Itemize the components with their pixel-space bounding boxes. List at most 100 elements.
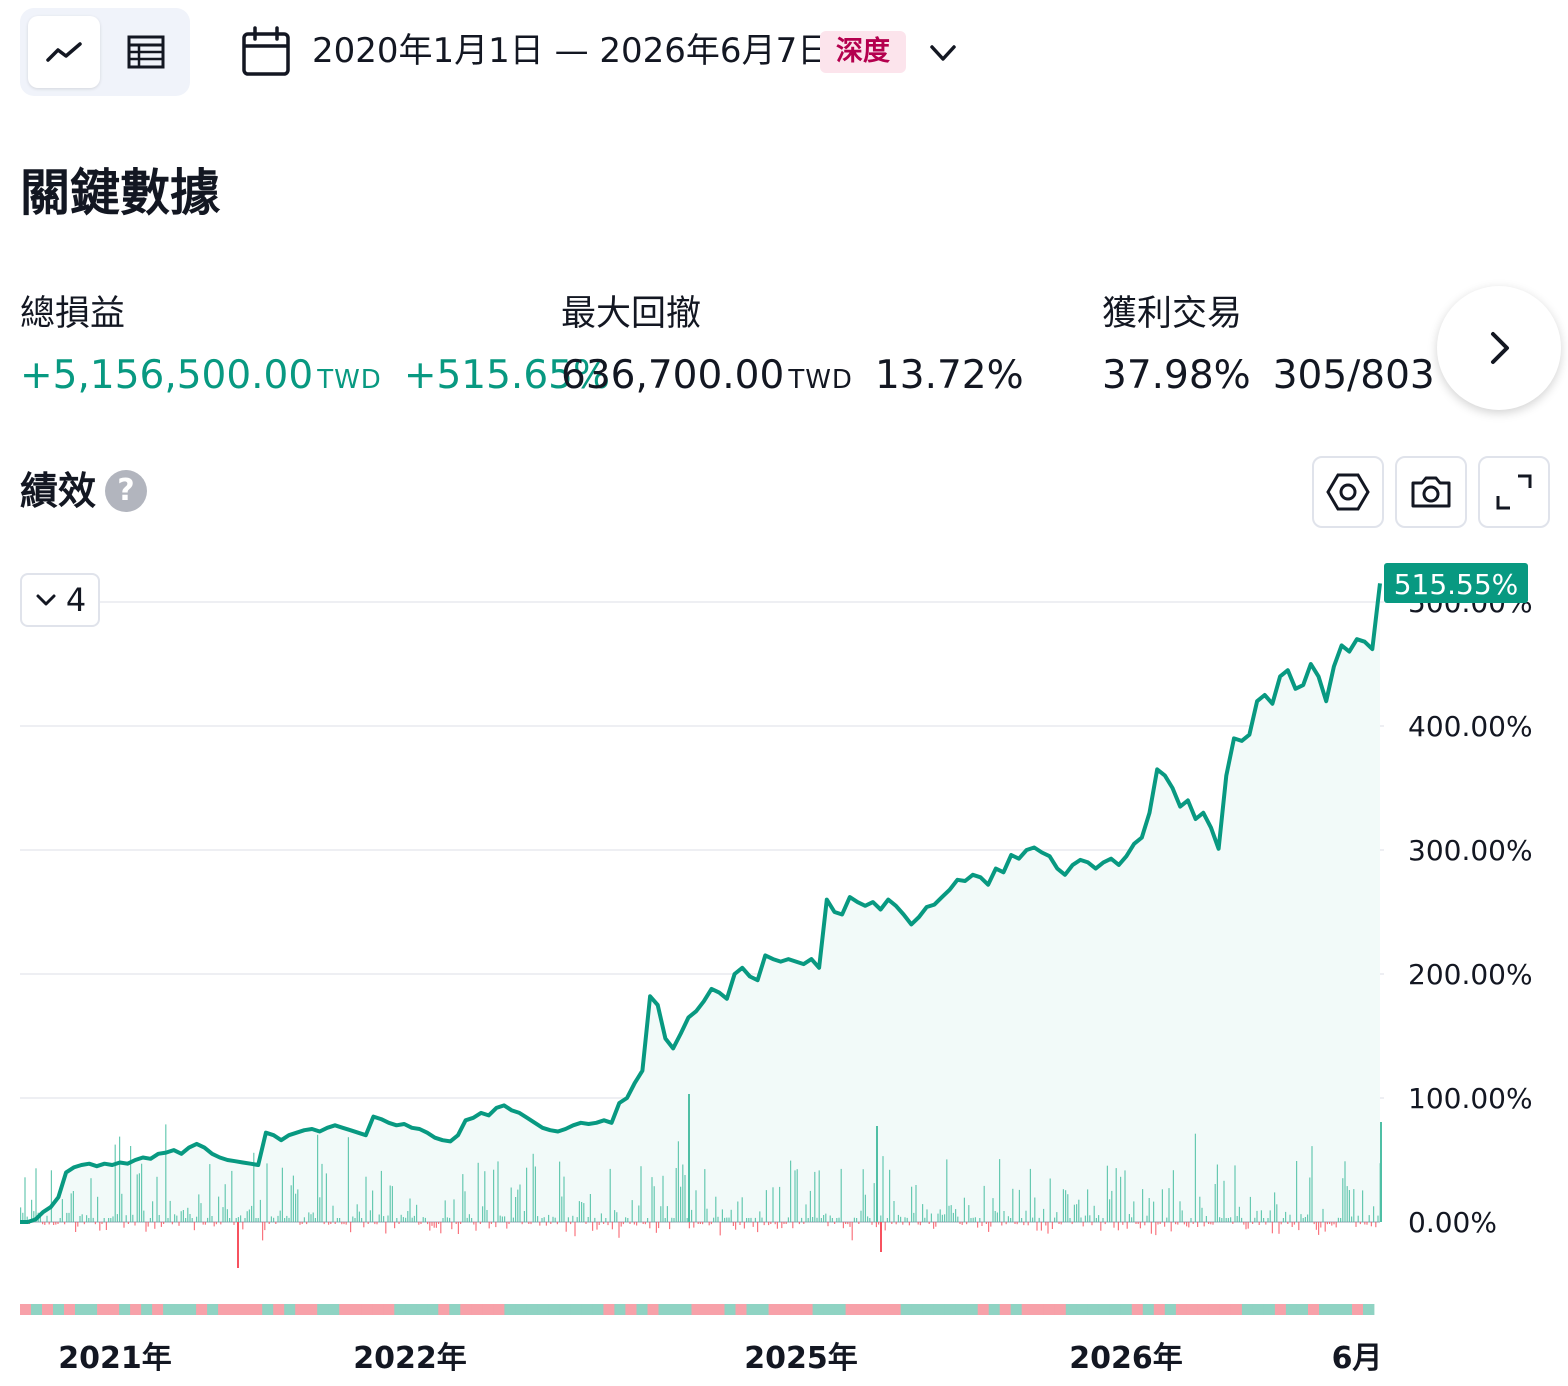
winning-segment <box>1120 1304 1133 1315</box>
loss-bar <box>488 1222 490 1229</box>
gain-bar <box>290 1185 292 1222</box>
gain-bar <box>1340 1218 1342 1222</box>
losing-segment <box>471 1304 483 1315</box>
gain-bar <box>1205 1216 1207 1222</box>
loss-bar <box>917 1222 919 1225</box>
gain-bar <box>600 1213 602 1222</box>
calendar-icon[interactable] <box>240 26 292 78</box>
gain-bar <box>295 1193 297 1222</box>
winning-segment <box>405 1304 417 1315</box>
loss-bar <box>1144 1222 1146 1226</box>
gain-bar <box>1344 1161 1346 1222</box>
gain-bar <box>1029 1168 1031 1222</box>
gain-bar <box>682 1164 684 1222</box>
losing-segment <box>1043 1304 1056 1315</box>
gain-bar <box>876 1126 878 1222</box>
profitable-trades-ratio: 305/803 <box>1272 353 1435 398</box>
gain-bar <box>1238 1206 1240 1222</box>
date-range[interactable]: 2020年1月1日 — 2026年6月7日 <box>312 31 832 71</box>
loss-bar <box>42 1222 44 1225</box>
losing-segment <box>647 1304 659 1315</box>
fullscreen-button[interactable] <box>1478 456 1550 528</box>
winning-segment <box>988 1304 1001 1315</box>
gain-bar <box>352 1216 354 1222</box>
gain-bar <box>948 1205 950 1222</box>
table-view-button[interactable] <box>110 16 182 88</box>
winning-segment <box>658 1304 670 1315</box>
chart-view-button[interactable] <box>28 16 100 88</box>
losing-segment <box>20 1304 32 1315</box>
losing-segment <box>790 1304 802 1315</box>
losing-segment <box>130 1304 142 1315</box>
winning-segment <box>504 1304 516 1315</box>
loss-bar <box>585 1222 587 1224</box>
gain-bar <box>383 1216 385 1222</box>
gain-bar <box>880 1215 882 1222</box>
loss-bar <box>783 1222 785 1224</box>
gain-bar <box>662 1175 664 1222</box>
screenshot-button[interactable] <box>1395 456 1467 528</box>
gain-bar <box>759 1211 761 1222</box>
gain-bar <box>983 1185 985 1222</box>
winning-segment <box>757 1304 769 1315</box>
loss-bar <box>768 1222 770 1226</box>
gain-bar <box>814 1171 816 1222</box>
gain-bar <box>1201 1207 1203 1222</box>
gain-bar <box>180 1211 182 1222</box>
loss-bar <box>473 1222 475 1225</box>
gain-bar <box>1241 1217 1243 1222</box>
losing-segment <box>1186 1304 1199 1315</box>
gain-bar <box>411 1217 413 1222</box>
loss-bar <box>895 1222 897 1225</box>
max-drawdown-label: 最大回撤 <box>561 294 702 334</box>
loss-bar <box>385 1222 387 1234</box>
gain-bar <box>391 1186 393 1222</box>
loss-bar <box>363 1222 365 1228</box>
loss-bar <box>1175 1222 1177 1225</box>
settings-button[interactable] <box>1312 456 1384 528</box>
series-toggle-button[interactable]: 4 <box>20 573 100 627</box>
gain-bar <box>380 1170 382 1222</box>
losing-segment <box>1131 1304 1144 1315</box>
help-icon[interactable]: ? <box>105 470 147 512</box>
losing-segment <box>64 1304 76 1315</box>
gain-bar <box>820 1218 822 1222</box>
gain-bar <box>138 1173 140 1222</box>
gain-bar <box>831 1218 833 1222</box>
chevron-down-icon[interactable] <box>928 38 958 68</box>
gain-bar <box>1357 1215 1359 1222</box>
winning-segment <box>1142 1304 1155 1315</box>
gain-bar <box>424 1217 426 1222</box>
gain-bar <box>1073 1204 1075 1222</box>
winning-segment <box>1087 1304 1100 1315</box>
winning-segment <box>1252 1304 1265 1315</box>
loss-bar <box>1157 1222 1159 1225</box>
gain-bar <box>552 1216 554 1222</box>
loss-bar <box>702 1222 704 1225</box>
winning-segment <box>284 1304 296 1315</box>
winning-segment <box>669 1304 681 1315</box>
loss-bar <box>1126 1222 1128 1229</box>
loss-bar <box>418 1222 420 1225</box>
gain-bar <box>1179 1201 1181 1222</box>
loss-bar <box>743 1222 745 1229</box>
gain-bar <box>726 1217 728 1222</box>
gain-bar <box>413 1215 415 1222</box>
loss-bar <box>849 1222 851 1227</box>
gain-bar <box>1089 1215 1091 1222</box>
gain-bar <box>81 1214 83 1222</box>
loss-bar <box>620 1222 622 1227</box>
loss-bar <box>708 1222 710 1226</box>
gain-bar <box>992 1198 994 1222</box>
gain-bar <box>583 1203 585 1222</box>
next-metrics-button[interactable] <box>1437 286 1561 410</box>
loss-bar <box>1005 1222 1007 1225</box>
loss-bar <box>345 1222 347 1225</box>
gain-bar <box>125 1215 127 1222</box>
performance-chart[interactable]: 0.00%100.00%200.00%300.00%400.00%500.00%… <box>0 540 1568 1386</box>
winning-segment <box>922 1304 935 1315</box>
loss-bar <box>966 1222 968 1225</box>
loss-bar <box>603 1222 605 1224</box>
winning-segment <box>416 1304 428 1315</box>
losing-segment <box>713 1304 725 1315</box>
